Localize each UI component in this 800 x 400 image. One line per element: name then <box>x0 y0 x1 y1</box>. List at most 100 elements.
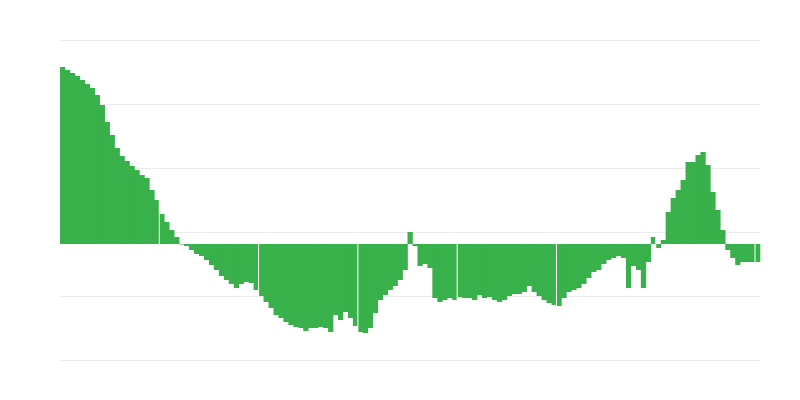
bar <box>89 88 96 244</box>
bar <box>333 244 339 315</box>
bar <box>750 244 756 262</box>
bar <box>407 232 413 244</box>
bar <box>447 244 453 298</box>
bar <box>243 244 249 282</box>
bar <box>238 244 244 284</box>
bar <box>64 70 71 244</box>
bar <box>258 244 264 296</box>
bar <box>357 244 364 332</box>
bar <box>611 244 617 258</box>
bar <box>189 244 195 250</box>
bar <box>308 244 314 328</box>
bar-separator <box>754 244 756 262</box>
bar <box>462 244 468 298</box>
bar <box>705 165 711 244</box>
bar <box>546 244 552 303</box>
bar <box>422 244 428 264</box>
bar <box>427 244 433 268</box>
bar <box>561 244 567 298</box>
bar <box>481 244 488 298</box>
bar <box>99 105 105 244</box>
bar <box>228 244 235 284</box>
bar <box>179 244 185 245</box>
bar <box>745 244 751 262</box>
bar <box>164 222 170 244</box>
bar <box>720 230 726 244</box>
bar <box>725 244 731 250</box>
bar <box>263 244 269 302</box>
bar <box>273 244 279 315</box>
bar <box>501 244 508 300</box>
bar <box>208 244 215 265</box>
bar <box>298 244 304 328</box>
bar <box>640 244 647 288</box>
bar-separator <box>258 244 260 296</box>
bar <box>655 244 662 248</box>
bar <box>342 244 349 312</box>
bar <box>596 244 602 270</box>
bar <box>392 244 398 286</box>
bar <box>730 244 736 258</box>
bar <box>283 244 289 322</box>
bar <box>372 244 379 313</box>
bar <box>735 244 741 265</box>
bar <box>635 244 642 270</box>
bar <box>139 175 145 244</box>
bar <box>630 244 637 266</box>
bar <box>695 155 701 244</box>
bar <box>412 244 418 246</box>
bar <box>303 244 309 331</box>
bar <box>114 148 120 244</box>
bar <box>199 244 205 256</box>
bar <box>159 214 165 244</box>
bar <box>293 244 299 327</box>
bar <box>740 244 746 262</box>
bar <box>710 192 716 244</box>
bar <box>496 244 503 302</box>
bar <box>581 244 587 284</box>
bar <box>367 244 374 328</box>
bar <box>645 244 652 262</box>
bar-separator <box>357 244 359 332</box>
bar <box>338 244 344 320</box>
bar <box>541 244 547 300</box>
bar <box>690 162 696 244</box>
bar <box>74 76 81 244</box>
bar <box>352 244 359 326</box>
bar <box>625 244 632 288</box>
bar <box>154 200 160 244</box>
bar <box>223 244 230 280</box>
bar <box>347 244 354 318</box>
bar <box>551 244 557 305</box>
bar <box>253 244 259 290</box>
bar <box>124 161 130 244</box>
bar <box>328 244 334 332</box>
bar <box>387 244 393 290</box>
bar <box>84 84 91 244</box>
bar <box>680 180 686 244</box>
bar <box>685 162 691 244</box>
bar <box>94 95 101 244</box>
bar <box>755 244 761 262</box>
bar <box>109 135 115 244</box>
bar <box>432 244 438 298</box>
bar <box>397 244 403 280</box>
bar <box>169 230 175 244</box>
bar <box>442 244 448 300</box>
bar <box>362 244 369 333</box>
bar <box>506 244 513 296</box>
bar <box>278 244 284 318</box>
bar <box>129 166 135 244</box>
bar <box>79 80 86 244</box>
bar-group-separators <box>158 200 756 332</box>
bar <box>472 244 478 300</box>
bar <box>616 244 622 256</box>
bar <box>620 244 627 258</box>
bar <box>149 190 155 244</box>
bar <box>104 122 110 244</box>
bar <box>521 244 527 292</box>
gridlines <box>60 40 760 361</box>
bar <box>715 210 721 244</box>
bar <box>437 244 443 302</box>
